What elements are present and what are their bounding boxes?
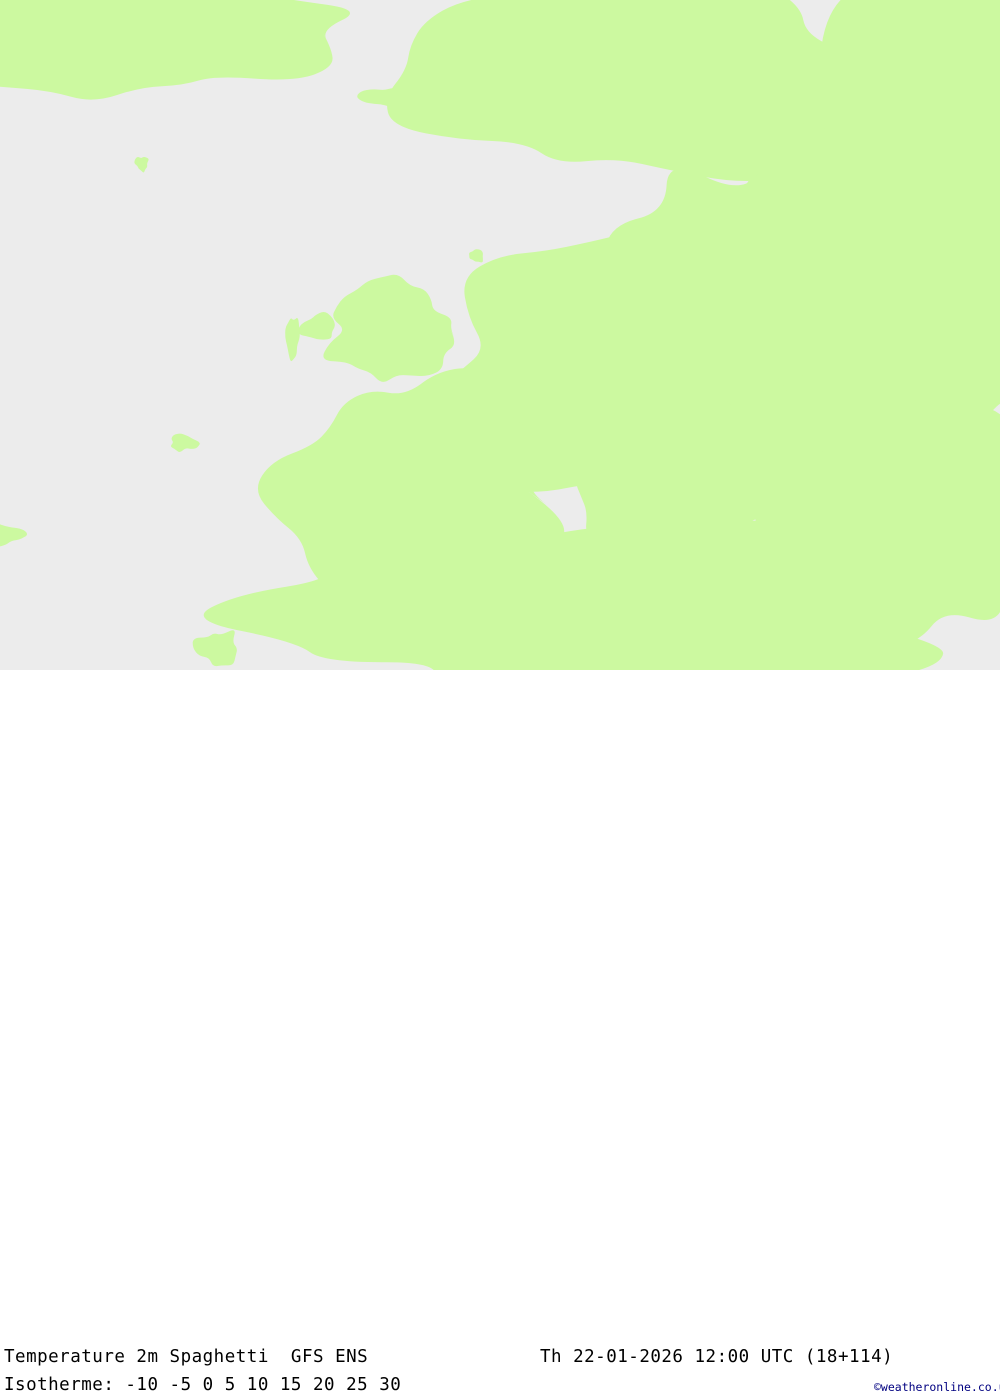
island — [708, 311, 742, 325]
island — [539, 311, 590, 333]
island — [865, 98, 918, 121]
model-run-timestamp: Th 22-01-2026 12:00 UTC (18+114) — [540, 1347, 894, 1367]
spaghetti-map[interactable] — [0, 0, 1000, 670]
island — [528, 59, 576, 102]
island — [953, 477, 970, 517]
island — [891, 142, 923, 179]
copyright-notice: ©weatheronline.co.uk — [874, 1380, 1000, 1394]
island — [848, 22, 904, 64]
island — [807, 178, 846, 201]
land-region-turkey-middle-east — [733, 360, 1000, 664]
island — [469, 249, 483, 263]
land-region-scandinavia — [387, 0, 852, 181]
island — [134, 156, 149, 173]
island — [192, 630, 238, 667]
island — [285, 318, 300, 362]
island — [773, 134, 806, 182]
island — [701, 579, 740, 599]
island — [357, 88, 409, 108]
island — [805, 635, 823, 670]
island — [434, 451, 487, 493]
island — [604, 445, 636, 475]
land-region-greenland-iceland-north — [0, 0, 351, 100]
isotherm-legend: Isotherme: -10 -5 0 5 10 15 20 25 30 — [4, 1375, 402, 1395]
chart-title: Temperature 2m Spaghetti GFS ENS — [4, 1347, 369, 1367]
island — [472, 579, 502, 598]
island — [0, 524, 29, 547]
land-region-british-isles — [323, 274, 455, 382]
landmass-layer — [0, 0, 1000, 670]
island — [170, 433, 201, 452]
island — [496, 95, 513, 108]
map-panel[interactable] — [0, 0, 1000, 670]
island — [420, 597, 465, 635]
island — [565, 463, 611, 477]
island — [298, 312, 335, 340]
footer-panel: Temperature 2m Spaghetti GFS ENS Th 22-0… — [0, 670, 1000, 1395]
land-region-balkans — [646, 392, 826, 539]
